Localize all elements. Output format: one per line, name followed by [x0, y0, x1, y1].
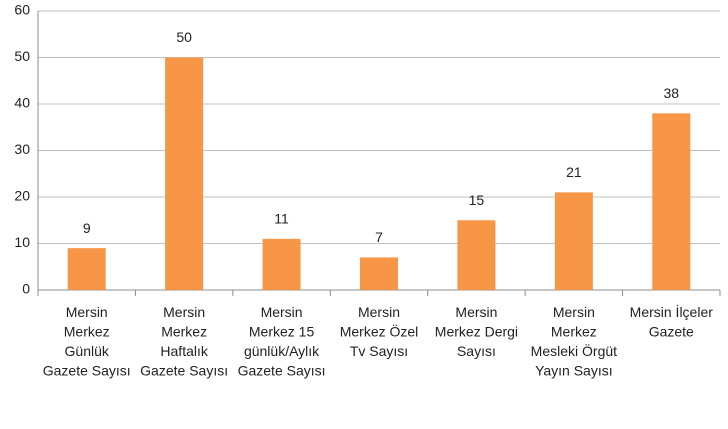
data-label: 21	[566, 164, 582, 180]
x-tick-label: Mersin Merkez Mesleki Örgüt Yayın Sayısı	[531, 304, 617, 379]
data-label: 50	[176, 29, 192, 45]
data-label: 38	[663, 85, 679, 101]
data-label: 15	[469, 192, 485, 208]
y-tick-label: 60	[14, 2, 30, 18]
y-tick-label: 40	[14, 95, 30, 111]
x-tick-label: Mersin Merkez 15 günlük/Aylık Gazete Sayısı	[238, 304, 326, 379]
bar	[554, 192, 593, 290]
data-label: 7	[375, 229, 383, 245]
y-tick-label: 0	[22, 281, 30, 297]
x-tick-label: Mersin Merkez Günlük Gazete Sayısı	[43, 304, 131, 379]
x-tick-label: Mersin İlçeler Gazete	[630, 303, 714, 340]
bar	[360, 257, 398, 290]
y-tick-label: 30	[14, 141, 30, 157]
y-tick-label: 50	[14, 48, 30, 64]
data-label: 9	[83, 220, 91, 236]
x-tick-label: Mersin Merkez Haftalık Gazete Sayısı	[140, 304, 228, 379]
bar	[262, 238, 301, 290]
x-tick-label: Mersin Merkez Dergi Sayısı	[435, 304, 518, 359]
y-tick-label: 10	[14, 234, 30, 250]
bar	[67, 248, 106, 290]
x-tick-label: Mersin Merkez Özel Tv Sayısı	[340, 304, 419, 359]
data-label: 11	[274, 211, 289, 227]
y-tick-label: 20	[14, 188, 30, 204]
bar	[457, 220, 496, 290]
bar	[652, 113, 691, 290]
bar	[165, 57, 204, 290]
